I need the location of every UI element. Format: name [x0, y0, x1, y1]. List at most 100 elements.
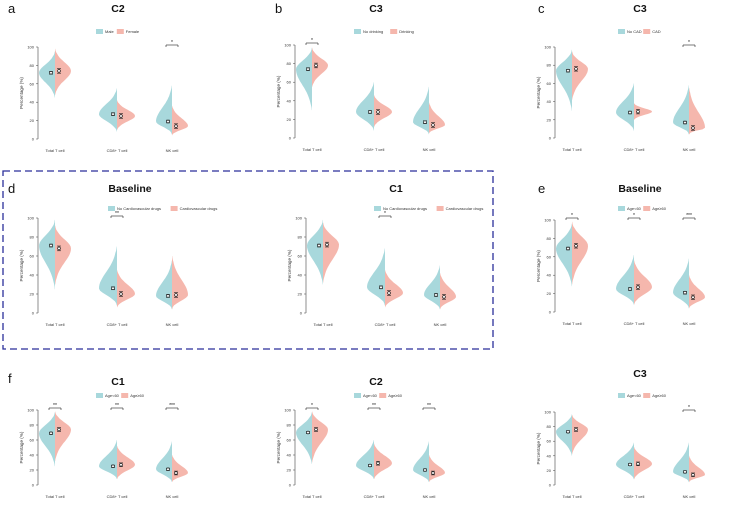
violin-left: [156, 441, 172, 482]
y-tick-label: 80: [547, 63, 552, 68]
violin-right: [55, 225, 71, 285]
y-tick-label: 100: [27, 45, 34, 50]
mean-point: [166, 119, 170, 124]
y-tick-label: 100: [544, 410, 551, 415]
legend-swatch-left: [618, 206, 625, 211]
violin-left: [296, 47, 312, 111]
x-tick-label: CD8+ T cell: [624, 147, 645, 152]
violin-right: [572, 221, 588, 285]
y-tick-label: 40: [547, 453, 552, 458]
mean-point: [119, 463, 123, 467]
y-tick-label: 40: [298, 273, 303, 278]
y-tick-label: 80: [287, 61, 292, 66]
mean-point: [376, 110, 380, 114]
violin-left: [616, 442, 634, 480]
legend-swatch-left: [354, 29, 361, 34]
violin-right: [312, 47, 328, 87]
violin-panel-3: d Baseline No Cardiovascular drugs Cardiova…: [8, 181, 217, 327]
violin-left: [156, 85, 172, 135]
y-axis-label: Percentage (%): [287, 249, 292, 281]
violin-left: [39, 51, 55, 98]
x-tick-label: Total T cell: [46, 322, 65, 327]
y-tick-label: 20: [298, 292, 303, 297]
legend-swatch-left: [96, 29, 103, 34]
violin-right: [117, 270, 135, 308]
violin-left: [99, 440, 117, 479]
mean-point: [317, 243, 321, 248]
y-tick-label: 60: [287, 80, 292, 85]
x-tick-label: Total T cell: [46, 148, 65, 153]
y-tick-label: 80: [298, 235, 303, 240]
mean-point: [574, 67, 578, 71]
legend-label-left: No Cardiovascular drugs: [383, 206, 427, 211]
mean-point: [387, 291, 391, 295]
mean-point: [166, 294, 170, 298]
mean-point: [628, 110, 632, 115]
violin-panel-1: b C3 No drinking Drinking 0 20 40 60 80 100 Percen…: [275, 1, 445, 152]
mean-point: [636, 285, 640, 289]
legend-swatch-right: [436, 206, 444, 211]
mean-point: [566, 429, 570, 434]
y-tick-label: 60: [30, 81, 35, 86]
legend-label-left: No Cardiovascular drugs: [117, 206, 161, 211]
mean-point: [306, 430, 310, 435]
x-tick-label: CD8+ T cell: [364, 147, 385, 152]
mean-point: [431, 471, 435, 475]
violin-right: [312, 411, 328, 463]
significance-label: *: [171, 40, 173, 46]
violin-left: [556, 414, 572, 456]
x-tick-label: NK cell: [166, 148, 179, 153]
mean-point: [628, 462, 632, 467]
y-tick-label: 0: [289, 136, 292, 141]
mean-point: [49, 243, 53, 248]
significance-label: **: [53, 403, 57, 409]
legend-label-left: Age<60: [627, 206, 642, 211]
violin-left: [39, 219, 55, 290]
x-tick-label: CD8+ T cell: [107, 148, 128, 153]
violin-right: [172, 256, 188, 310]
x-tick-label: CD8+ T cell: [624, 321, 645, 326]
legend-label-left: No drinking: [363, 29, 383, 34]
y-tick-label: 60: [30, 438, 35, 443]
legend-swatch-right: [121, 393, 129, 398]
x-tick-label: NK cell: [166, 494, 179, 499]
legend-swatch-left: [96, 393, 103, 398]
x-tick-label: NK cell: [423, 494, 436, 499]
y-tick-label: 60: [547, 81, 552, 86]
legend-label-right: Age≥60: [130, 393, 145, 398]
significance-label: ***: [686, 213, 692, 219]
chart-title: C3: [633, 368, 647, 380]
x-tick-label: NK cell: [683, 321, 696, 326]
y-tick-label: 0: [32, 483, 35, 488]
mean-point: [119, 292, 123, 296]
legend-swatch-right: [390, 29, 398, 34]
y-tick-label: 20: [287, 468, 292, 473]
violin-right: [172, 455, 188, 482]
violin-left: [673, 442, 689, 483]
mean-point: [314, 63, 318, 68]
significance-label: *: [571, 213, 573, 219]
mean-point: [49, 431, 53, 436]
violin-panel-7: C2 Age<60 Age≥60 0 20 40 60 80 100 Percentage (%)…: [276, 376, 445, 499]
violin-left: [616, 254, 634, 305]
violin-left: [673, 85, 689, 135]
y-tick-label: 0: [300, 311, 303, 316]
x-tick-label: Total T cell: [303, 147, 322, 152]
y-tick-label: 40: [287, 453, 292, 458]
mean-point: [368, 110, 372, 114]
violin-right: [440, 273, 456, 310]
legend-label-right: Age≥60: [388, 393, 403, 398]
panel-grid: a C2 Male Female 0 20 40 60 80 100 Percentage (%) T…: [8, 1, 705, 499]
mean-point: [111, 112, 115, 116]
y-axis-label: Percentage (%): [276, 75, 281, 107]
legend-swatch-left: [374, 206, 381, 211]
y-tick-label: 100: [544, 218, 551, 223]
legend-label-left: Male: [105, 29, 114, 34]
legend-swatch-left: [354, 393, 361, 398]
violin-left: [367, 248, 385, 306]
x-tick-label: CD8+ T cell: [107, 322, 128, 327]
violin-left: [616, 83, 634, 131]
chart-title: Baseline: [618, 183, 661, 195]
mean-point: [174, 293, 178, 297]
highlight-box: [2, 170, 494, 350]
